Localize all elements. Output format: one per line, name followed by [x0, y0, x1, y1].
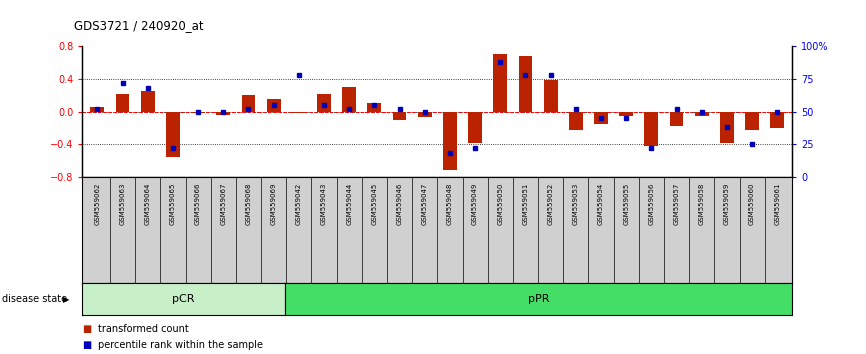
Bar — [367, 103, 381, 112]
Bar — [469, 112, 482, 143]
Text: percentile rank within the sample: percentile rank within the sample — [98, 340, 263, 350]
Bar — [745, 112, 759, 130]
Text: ▶: ▶ — [63, 295, 70, 304]
Text: GSM559061: GSM559061 — [774, 182, 780, 225]
Text: GSM559051: GSM559051 — [522, 182, 528, 225]
Text: GSM559060: GSM559060 — [749, 182, 755, 225]
Bar — [166, 112, 180, 156]
Bar — [242, 95, 255, 112]
Bar — [392, 112, 406, 120]
Text: GSM559069: GSM559069 — [271, 182, 276, 225]
Text: GSM559058: GSM559058 — [699, 182, 705, 225]
Text: GSM559065: GSM559065 — [170, 182, 176, 225]
Bar — [443, 112, 457, 170]
Text: GSM559053: GSM559053 — [572, 182, 578, 225]
Text: GSM559066: GSM559066 — [195, 182, 201, 225]
Bar — [619, 112, 633, 116]
Text: GSM559068: GSM559068 — [245, 182, 251, 225]
Text: GSM559057: GSM559057 — [674, 182, 680, 225]
Bar — [569, 112, 583, 130]
Bar — [720, 112, 734, 143]
Text: GSM559048: GSM559048 — [447, 182, 453, 225]
Text: ■: ■ — [82, 324, 92, 334]
Text: GSM559046: GSM559046 — [397, 182, 403, 225]
Text: GSM559052: GSM559052 — [547, 182, 553, 224]
Bar — [771, 112, 785, 128]
Text: GDS3721 / 240920_at: GDS3721 / 240920_at — [74, 19, 204, 32]
Bar — [342, 87, 356, 112]
Text: GSM559064: GSM559064 — [145, 182, 151, 225]
Bar — [417, 112, 431, 117]
Text: GSM559063: GSM559063 — [120, 182, 126, 225]
Bar — [644, 112, 658, 146]
Bar — [669, 112, 683, 126]
Bar — [116, 93, 130, 112]
Text: disease state: disease state — [2, 294, 70, 304]
Text: GSM559055: GSM559055 — [624, 182, 630, 224]
Text: GSM559056: GSM559056 — [649, 182, 655, 225]
Bar — [292, 112, 306, 113]
Text: ■: ■ — [82, 340, 92, 350]
Text: pCR: pCR — [172, 294, 195, 304]
Text: GSM559047: GSM559047 — [422, 182, 428, 225]
Text: GSM559045: GSM559045 — [372, 182, 378, 224]
Text: GSM559050: GSM559050 — [497, 182, 503, 225]
Text: GSM559044: GSM559044 — [346, 182, 352, 224]
Bar — [216, 112, 230, 115]
Bar — [519, 56, 533, 112]
Bar — [141, 91, 155, 112]
Text: GSM559042: GSM559042 — [296, 182, 302, 224]
Bar — [317, 93, 331, 112]
Text: GSM559043: GSM559043 — [321, 182, 327, 225]
Bar — [544, 80, 558, 112]
Bar — [494, 54, 507, 112]
Bar — [594, 112, 608, 124]
Bar — [90, 107, 104, 112]
Bar — [191, 112, 205, 113]
Text: GSM559049: GSM559049 — [472, 182, 478, 225]
Text: GSM559062: GSM559062 — [94, 182, 100, 225]
Text: pPR: pPR — [528, 294, 550, 304]
Text: GSM559067: GSM559067 — [220, 182, 226, 225]
Bar — [267, 99, 281, 112]
Text: GSM559054: GSM559054 — [598, 182, 604, 224]
Bar — [695, 112, 708, 116]
Text: transformed count: transformed count — [98, 324, 189, 334]
Text: GSM559059: GSM559059 — [724, 182, 730, 225]
